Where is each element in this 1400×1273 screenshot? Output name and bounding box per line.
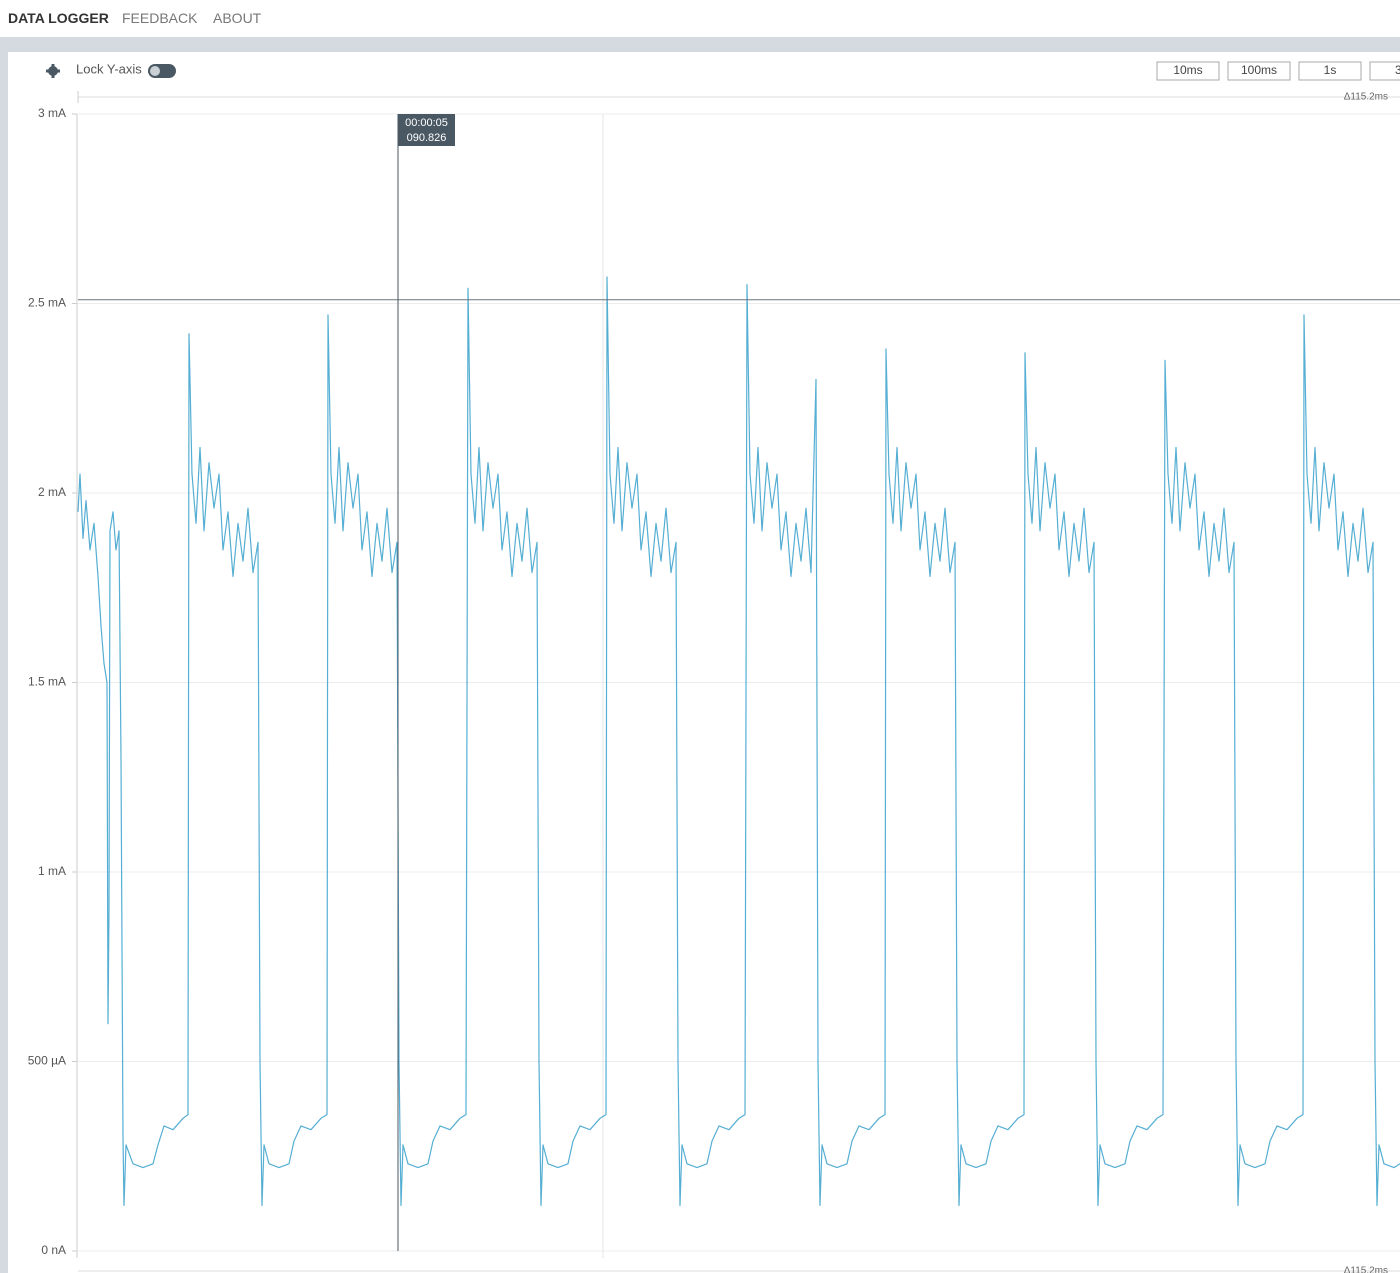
plot bbox=[77, 276, 1400, 1207]
nav-item[interactable]: DATA LOGGER bbox=[8, 10, 109, 26]
zoom-button[interactable]: 1s bbox=[1298, 61, 1362, 81]
nav-bar: DATA LOGGER FEEDBACK ABOUT bbox=[0, 0, 1400, 37]
cursor-label: 00:00:05 bbox=[405, 117, 448, 129]
panel bbox=[8, 52, 1400, 1273]
button-label: 3 bbox=[1395, 63, 1400, 77]
nav-item[interactable]: ABOUT bbox=[213, 10, 262, 26]
selection-label: Δ115.2ms bbox=[1344, 92, 1388, 103]
y-tick-label: 2.5 mA bbox=[28, 296, 66, 310]
cursor-label: 090.826 bbox=[407, 132, 447, 144]
button-label: 1s bbox=[1324, 63, 1337, 77]
y-tick-label: 3 mA bbox=[38, 106, 66, 120]
y-tick-label: 1 mA bbox=[38, 864, 66, 878]
zoom-button[interactable]: 100ms bbox=[1227, 61, 1291, 81]
y-tick-label: 2 mA bbox=[38, 485, 66, 499]
lock-toggle[interactable] bbox=[148, 64, 176, 78]
grid: 0 nA 500 µA 1 mA 1.5 mA 2 mA 2.5 mA 3 mA bbox=[28, 106, 1400, 1257]
overlay: 00:00:05 090.826 bbox=[78, 114, 1400, 1251]
nav-item[interactable]: FEEDBACK bbox=[122, 10, 198, 26]
y-tick-label: 500 µA bbox=[28, 1054, 66, 1068]
button-label: 10ms bbox=[1173, 63, 1202, 77]
settings-icon[interactable] bbox=[46, 64, 60, 78]
zoom-button[interactable]: 10ms bbox=[1156, 61, 1220, 81]
signal-line bbox=[77, 276, 1400, 1207]
cursor-label-box bbox=[398, 114, 455, 146]
button-label: 100ms bbox=[1241, 63, 1277, 77]
lock-label: Lock Y-axis bbox=[76, 61, 142, 76]
selection-label: Δ115.2ms bbox=[1344, 1266, 1388, 1273]
y-tick-label: 1.5 mA bbox=[28, 675, 66, 689]
zoom-button[interactable]: 3 bbox=[1369, 61, 1400, 81]
y-tick-label: 0 nA bbox=[41, 1243, 66, 1257]
